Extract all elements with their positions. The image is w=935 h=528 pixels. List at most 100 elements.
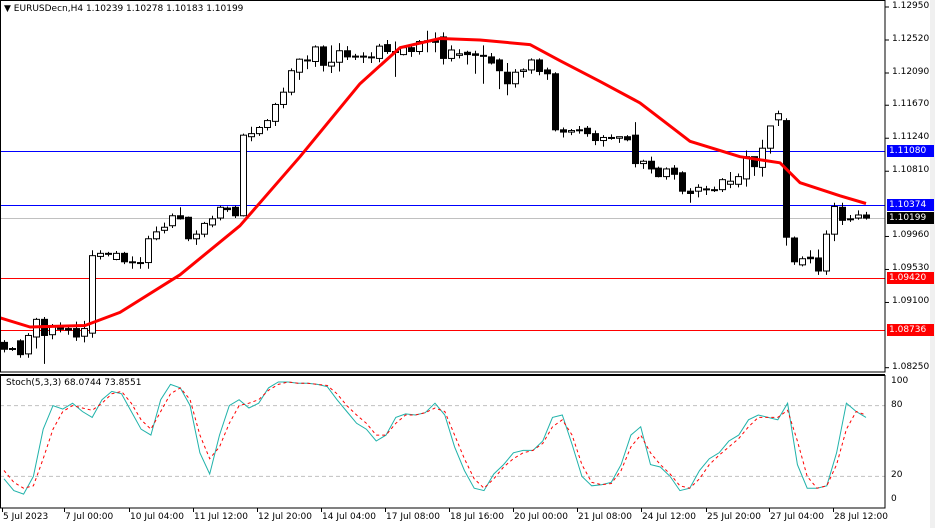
candle (584, 125, 591, 137)
candle (280, 87, 287, 109)
candle (153, 226, 160, 241)
candle (504, 63, 511, 96)
candle (296, 58, 303, 80)
candle (384, 40, 391, 54)
candle (640, 159, 647, 169)
candle (1, 340, 8, 353)
candle (735, 173, 742, 188)
candle (464, 50, 471, 65)
candle (288, 68, 295, 96)
price-axis-label: 1.11670 (892, 99, 930, 110)
candle (863, 211, 870, 220)
candle (248, 126, 255, 142)
candle (360, 52, 367, 64)
candle (352, 53, 359, 60)
candle (560, 127, 567, 138)
candle (472, 50, 479, 74)
candle (177, 207, 184, 220)
candle (312, 45, 319, 67)
candle (224, 206, 231, 212)
time-axis-label: 20 Jul 00:00 (514, 512, 568, 522)
chart-title: ▼ EURUSDecn,H4 1.10239 1.10278 1.10183 1… (4, 4, 243, 14)
price-pane[interactable] (0, 30, 885, 364)
time-axis-label: 18 Jul 16:00 (450, 512, 504, 522)
candle (336, 43, 343, 72)
price-axis-label: 1.12520 (892, 34, 930, 44)
candle (703, 185, 710, 196)
candle (185, 216, 192, 242)
candle (137, 257, 144, 269)
candle (855, 210, 862, 220)
time-axis-label: 25 Jul 20:00 (707, 512, 761, 522)
candle (25, 333, 32, 358)
symbol-ohlc-label: EURUSDecn,H4 1.10239 1.10278 1.10183 1.1… (13, 4, 244, 14)
candle (264, 119, 271, 131)
candle (368, 52, 375, 64)
stoch-main-line (3, 381, 867, 495)
stochastic-title: Stoch(5,3,3) 68.0744 73.8551 (6, 378, 142, 388)
candle (568, 129, 575, 136)
candle (129, 256, 136, 269)
candle (528, 58, 535, 74)
candle (632, 122, 639, 168)
candle (240, 133, 247, 217)
candle (256, 125, 263, 136)
candle (671, 165, 678, 180)
candle (775, 110, 782, 126)
price-axis-label: 1.10810 (892, 165, 930, 176)
time-axis-label: 21 Jul 08:00 (578, 512, 632, 522)
stoch-axis-label: 100 (891, 376, 909, 386)
price-axis-label: 1.09960 (892, 230, 930, 241)
candle (576, 125, 583, 134)
candle (328, 45, 335, 73)
price-tag: 1.10199 (887, 212, 934, 225)
candle (193, 230, 200, 245)
price-axis-label: 1.11240 (892, 132, 930, 143)
candle (600, 135, 607, 147)
candle (97, 250, 104, 260)
time-axis-label: 7 Jul 00:00 (65, 512, 114, 522)
candle (767, 125, 774, 154)
candle (839, 202, 846, 225)
candle (9, 346, 16, 351)
price-axis-label: 1.09530 (892, 263, 930, 274)
candle (169, 213, 176, 229)
candle (456, 49, 463, 59)
time-axis-label: 24 Jul 12:00 (642, 512, 696, 522)
candle (648, 156, 655, 174)
candle (121, 251, 128, 265)
candle (544, 67, 551, 80)
candle (232, 205, 239, 219)
candle (488, 53, 495, 65)
candle (783, 118, 790, 246)
candle (512, 69, 519, 88)
candle (847, 214, 854, 222)
time-axis-label: 27 Jul 04:00 (770, 512, 824, 522)
time-axis-label: 14 Jul 04:00 (322, 512, 376, 522)
price-tag: 1.09420 (887, 271, 934, 284)
stoch-signal-line (3, 381, 867, 489)
collapse-triangle-icon[interactable]: ▼ (4, 4, 11, 14)
candle (217, 205, 224, 221)
candle (376, 43, 383, 63)
candle (799, 256, 806, 267)
candle (655, 166, 662, 178)
candle (209, 215, 216, 228)
moving-average-line (0, 37, 867, 329)
window-edge (930, 0, 935, 528)
candle (304, 55, 311, 70)
candle (663, 167, 670, 180)
candle (520, 68, 527, 78)
candle (272, 102, 279, 126)
candle (145, 235, 152, 269)
time-axis-label: 17 Jul 08:00 (386, 512, 440, 522)
stochastic-pane[interactable] (0, 381, 885, 495)
candle (496, 58, 503, 90)
candle (679, 171, 686, 195)
candle (17, 339, 24, 358)
price-axis-label: 1.09100 (892, 296, 930, 307)
candle (791, 236, 798, 265)
candle (727, 172, 734, 189)
candle (815, 249, 822, 275)
